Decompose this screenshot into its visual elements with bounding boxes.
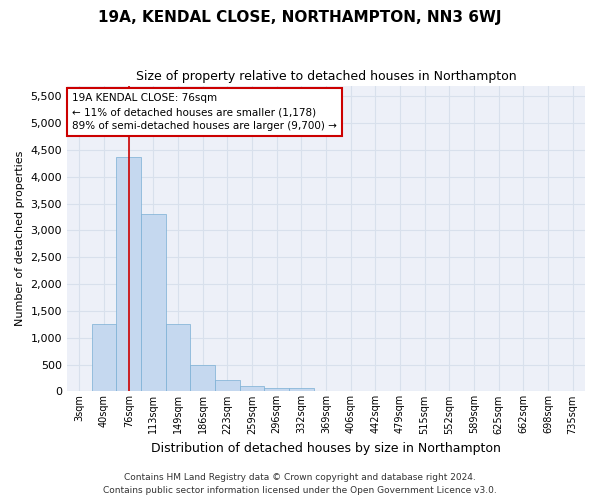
Bar	[116, 158, 141, 392]
Bar	[141, 214, 166, 392]
Bar	[289, 388, 314, 392]
Bar	[239, 386, 265, 392]
Bar	[265, 388, 289, 392]
Y-axis label: Number of detached properties: Number of detached properties	[15, 151, 25, 326]
Bar	[92, 324, 116, 392]
Text: Contains HM Land Registry data © Crown copyright and database right 2024.
Contai: Contains HM Land Registry data © Crown c…	[103, 474, 497, 495]
Text: 19A, KENDAL CLOSE, NORTHAMPTON, NN3 6WJ: 19A, KENDAL CLOSE, NORTHAMPTON, NN3 6WJ	[98, 10, 502, 25]
Bar	[190, 365, 215, 392]
Bar	[215, 380, 239, 392]
Text: 19A KENDAL CLOSE: 76sqm
← 11% of detached houses are smaller (1,178)
89% of semi: 19A KENDAL CLOSE: 76sqm ← 11% of detache…	[72, 93, 337, 131]
Title: Size of property relative to detached houses in Northampton: Size of property relative to detached ho…	[136, 70, 517, 83]
X-axis label: Distribution of detached houses by size in Northampton: Distribution of detached houses by size …	[151, 442, 501, 455]
Bar	[166, 324, 190, 392]
